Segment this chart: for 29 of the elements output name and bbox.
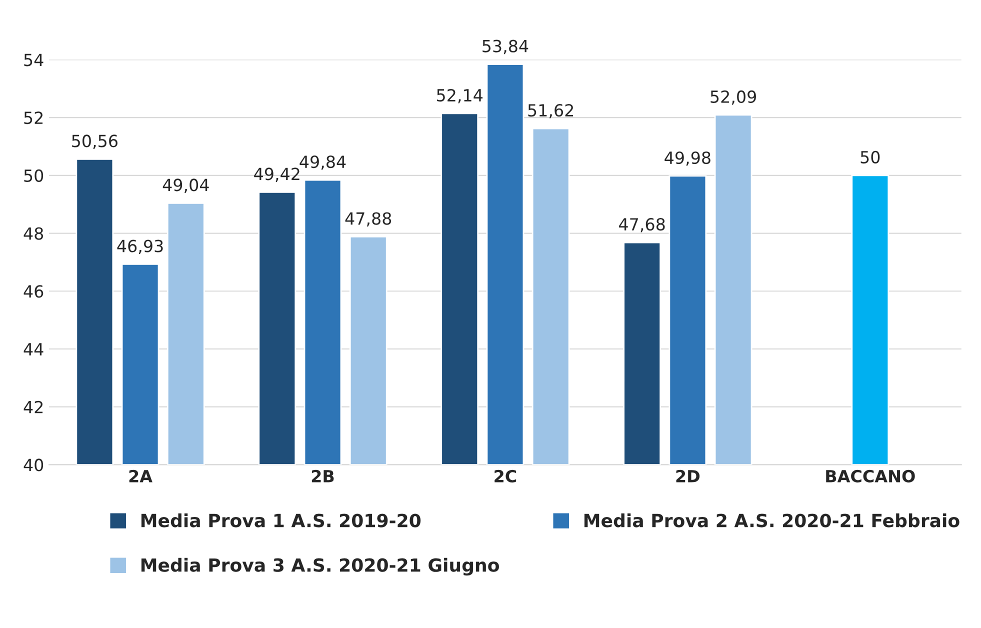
y-tick-label: 52: [24, 111, 43, 124]
data-label: 53,84: [482, 40, 528, 54]
data-label: 49,98: [664, 151, 710, 166]
y-tick-label: 50: [24, 169, 44, 182]
data-label: 50: [860, 150, 880, 164]
data-label: 46,93: [117, 240, 163, 254]
y-tick-label: 48: [24, 227, 44, 240]
legend-label: Media Prova 3 A.S. 2020-21 Giugno: [141, 558, 499, 576]
data-label: 47,68: [619, 218, 665, 232]
y-tick-label: 46: [24, 285, 44, 298]
data-label: 49,84: [300, 156, 346, 170]
y-tick-label: 44: [24, 343, 44, 356]
data-label: 52,14: [437, 88, 483, 104]
data-label: 49,42: [254, 168, 300, 182]
x-tick-label: BACCANO: [826, 470, 915, 482]
y-tick-label: 54: [24, 54, 44, 66]
legend-label: Media Prova 2 A.S. 2020-21 Febbraio: [584, 513, 960, 528]
x-tick-label: 2C: [494, 470, 516, 482]
data-label: 52,09: [710, 90, 756, 105]
y-tick-label: 40: [24, 458, 44, 472]
y-tick-label: 42: [24, 400, 43, 414]
legend-label: Media Prova 1 A.S. 2019-20: [141, 513, 421, 528]
x-tick-label: 2A: [129, 470, 152, 482]
x-tick-label: 2D: [676, 470, 700, 482]
data-label: 50,56: [72, 134, 118, 149]
x-tick-label: 2B: [312, 470, 334, 482]
data-label: 47,88: [345, 212, 392, 227]
data-label: 51,62: [528, 104, 574, 118]
data-label: 49,04: [162, 178, 209, 193]
